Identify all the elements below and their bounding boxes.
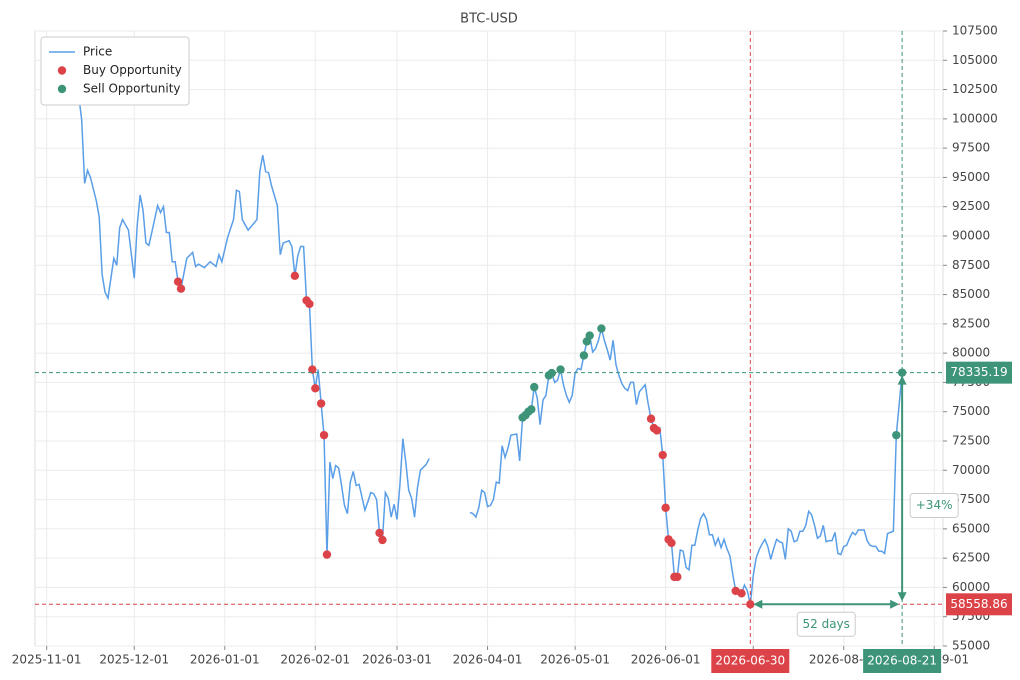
- y-tick-label: 72500: [952, 434, 990, 448]
- y-tick-label: 67500: [952, 492, 990, 506]
- signal-point: [375, 528, 384, 538]
- y-tick-label: 80000: [952, 346, 990, 360]
- x-tick-label: 2026-08-01: [809, 653, 879, 667]
- legend-label: Buy Opportunity: [83, 63, 182, 77]
- signal-point: [311, 384, 320, 393]
- signal-point: [173, 277, 183, 286]
- signal-point: [322, 550, 332, 559]
- y-tick-label: 97500: [952, 141, 990, 155]
- y-tick-label: 70000: [952, 463, 990, 477]
- signal-point: [897, 368, 907, 377]
- y-tick-label: 65000: [952, 521, 990, 535]
- y-tick-label: 92500: [952, 199, 990, 213]
- signal-point: [308, 365, 317, 374]
- x-tick-label: 2025-12-01: [99, 653, 169, 667]
- value-badge: [946, 361, 1012, 384]
- date-badge-label: 2026-06-30: [715, 654, 785, 668]
- plot-area: [34, 30, 944, 647]
- y-tick-label: 105000: [952, 53, 998, 67]
- legend-swatch: [57, 66, 67, 75]
- y-tick-label: 102500: [952, 82, 998, 96]
- y-tick-label: 100000: [952, 111, 998, 125]
- signal-point: [305, 299, 314, 309]
- duration-box: [796, 611, 856, 637]
- x-tick-label: 2026-05-01: [540, 653, 610, 667]
- arrow-head: [890, 599, 900, 609]
- x-tick-label: 2025-11-01: [12, 653, 82, 667]
- y-tick-label: 87500: [952, 258, 990, 272]
- arrow-head: [897, 592, 907, 602]
- signal-point: [585, 331, 594, 340]
- signal-point: [667, 538, 676, 548]
- signal-point: [892, 430, 901, 440]
- y-tick-label: 90000: [952, 229, 990, 243]
- change-box: [909, 492, 959, 518]
- x-tick-label: 2026-02-01: [280, 653, 350, 667]
- signal-point: [378, 535, 387, 545]
- y-tick-label: 85000: [952, 287, 990, 301]
- x-tick-label: 2026-03-01: [362, 653, 432, 667]
- value-badge-label: 58558.86: [950, 597, 1007, 611]
- y-tick-label: 107500: [952, 24, 998, 38]
- y-tick-label: 62500: [952, 551, 990, 565]
- date-badge-label: 2026-08-21: [867, 654, 937, 668]
- duration-label: 52 days: [803, 617, 850, 631]
- arrow-head: [753, 599, 763, 609]
- y-tick-label: 60000: [952, 580, 990, 594]
- signal-point: [176, 284, 186, 293]
- y-tick-label: 95000: [952, 170, 990, 184]
- signal-point: [658, 450, 667, 460]
- chart-title: BTC-USD: [460, 12, 518, 27]
- signal-point: [579, 351, 589, 360]
- y-tick-label: 75000: [952, 404, 990, 418]
- signal-point: [316, 399, 326, 408]
- signal-point: [527, 405, 536, 414]
- arrow-head: [897, 375, 907, 385]
- x-tick-label: 2026-06-01: [631, 653, 701, 667]
- x-tick-label: 2026-04-01: [453, 653, 523, 667]
- signal-point: [673, 572, 682, 582]
- signal-point: [737, 589, 746, 598]
- legend-label: Price: [83, 45, 112, 59]
- legend-box: [40, 36, 190, 106]
- signal-point: [646, 414, 656, 423]
- signal-point: [290, 271, 300, 281]
- legend-swatch: [57, 84, 67, 94]
- change-label: +34%: [916, 498, 953, 512]
- signal-point: [319, 430, 329, 440]
- value-badge-label: 78335.19: [950, 365, 1007, 379]
- signal-point: [547, 368, 556, 378]
- y-tick-label: 55000: [952, 639, 990, 653]
- date-badge: [711, 649, 790, 673]
- signal-point: [661, 503, 670, 512]
- y-tick-label: 82500: [952, 316, 990, 330]
- signal-point: [597, 324, 606, 333]
- price-line: [75, 71, 903, 605]
- signal-point: [530, 382, 539, 392]
- legend-label: Sell Opportunity: [83, 82, 181, 96]
- x-tick-label: 2026-01-01: [190, 653, 260, 667]
- signal-point: [652, 426, 662, 435]
- signal-point: [556, 365, 565, 374]
- date-badge: [863, 649, 942, 673]
- value-badge: [946, 593, 1012, 616]
- overlay: 78335.19 58558.86 2026-06-30 2026-08-21 52 d…: [35, 31, 1012, 673]
- marks: [75, 71, 907, 609]
